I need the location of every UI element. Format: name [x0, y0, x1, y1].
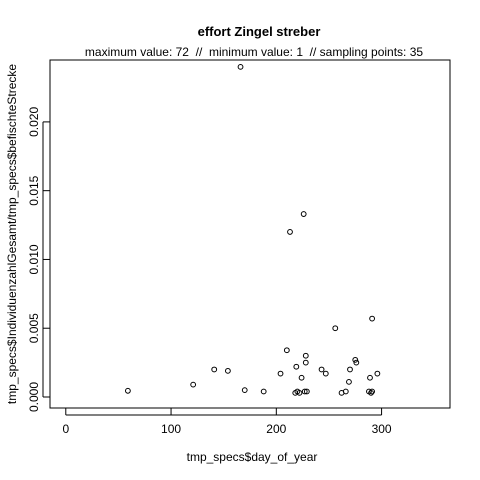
data-point [369, 315, 376, 322]
y-tick-label: 0.020 [27, 107, 41, 137]
data-point [298, 374, 305, 381]
x-tick-label: 100 [161, 422, 181, 436]
data-point [368, 389, 374, 396]
data-point [224, 367, 231, 374]
x-tick-label: 0 [62, 422, 69, 436]
chart-subtitle: maximum value: 72 // minimum value: 1 //… [85, 45, 423, 59]
data-point [347, 366, 353, 373]
data-point [322, 370, 329, 377]
data-point [287, 229, 293, 235]
data-point [302, 359, 309, 366]
chart-title: effort Zingel streber [198, 24, 321, 39]
data-point [332, 325, 339, 332]
data-point [211, 366, 218, 373]
data-point [283, 347, 290, 354]
data-point [367, 374, 373, 381]
y-tick-label: 0.015 [27, 175, 41, 205]
data-point [124, 387, 131, 394]
x-tick-label: 300 [372, 422, 392, 436]
data-point [190, 381, 197, 388]
data-point [342, 388, 349, 395]
data-point [346, 378, 352, 385]
data-point [318, 366, 325, 373]
data-point [302, 352, 309, 359]
x-axis-label: tmp_specs$day_of_year [187, 450, 318, 464]
x-axis: 0 100 200 300 [62, 408, 392, 436]
data-point [260, 388, 267, 395]
y-tick-label: 0.005 [27, 313, 41, 343]
data-point [352, 356, 359, 363]
data-point [303, 388, 310, 395]
data-points [124, 63, 381, 396]
data-point [353, 359, 360, 366]
data-point [300, 211, 307, 217]
data-point [293, 363, 300, 370]
data-point [369, 388, 376, 395]
data-point [241, 387, 248, 394]
x-tick-label: 200 [266, 422, 286, 436]
data-point [296, 389, 303, 396]
y-axis: 0.000 0.005 0.010 0.015 0.020 [27, 107, 50, 412]
data-point [301, 388, 308, 395]
data-point [374, 370, 381, 377]
plot-frame [49, 59, 451, 409]
y-tick-label: 0.010 [27, 244, 41, 274]
y-axis-label: tmp_specs$IndividuenzahlGesamt/tmp_specs… [5, 64, 19, 405]
data-point [277, 370, 284, 377]
y-tick-label: 0.000 [27, 382, 41, 412]
data-point [237, 63, 244, 70]
